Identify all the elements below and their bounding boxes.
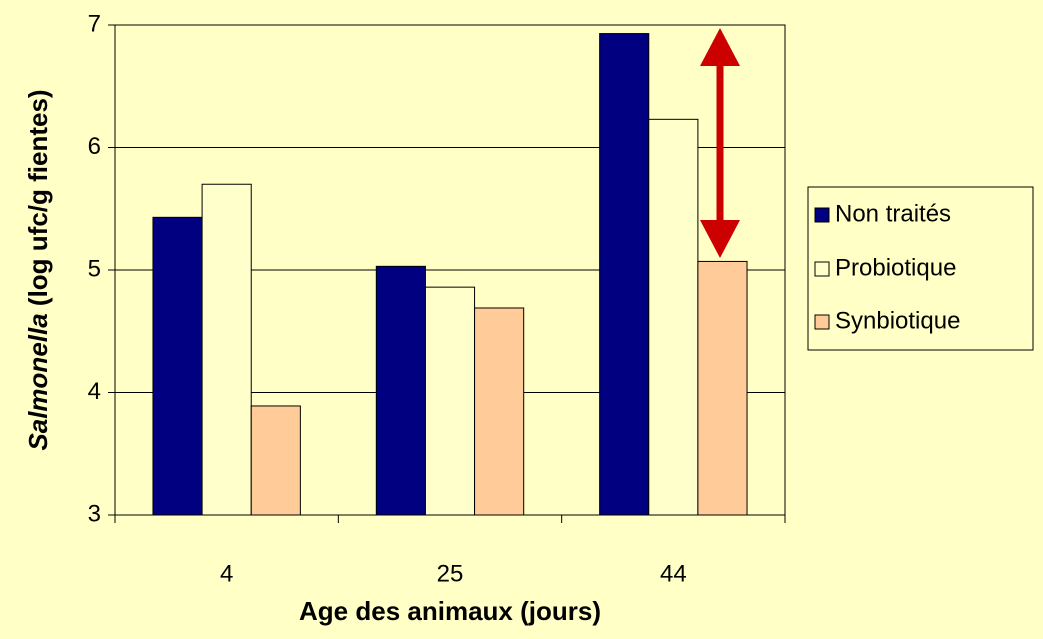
bar (375, 265, 426, 516)
x-tick-label: 44 (660, 560, 687, 587)
legend-box (807, 186, 1034, 351)
bar (648, 118, 699, 516)
bar (424, 286, 476, 516)
bar (250, 405, 301, 516)
y-axis-title-italic: Salmonella (23, 313, 53, 450)
y-tick-label: 4 (88, 378, 101, 405)
legend-label: Probiotique (835, 254, 956, 281)
x-tick-label: 25 (437, 560, 464, 587)
legend-label: Synbiotique (835, 307, 960, 334)
bar (201, 183, 252, 516)
x-tick-label: 4 (220, 560, 233, 587)
legend-swatch (814, 207, 830, 223)
y-tick-label: 6 (88, 133, 101, 160)
legend-swatch (814, 314, 830, 330)
legend-swatch (814, 261, 830, 277)
y-axis-title: Salmonella (log ufc/g fientes) (23, 89, 53, 450)
arrow-head (700, 220, 740, 258)
bar (697, 260, 748, 516)
y-tick-label: 3 (88, 500, 101, 527)
bar (599, 33, 650, 516)
legend-label: Non traités (835, 200, 951, 227)
plot-border (114, 24, 786, 516)
y-axis-title-rest: (log ufc/g fientes) (23, 89, 53, 306)
bar (152, 216, 203, 516)
bar (474, 307, 525, 516)
y-tick-label: 5 (88, 255, 101, 282)
x-axis-title: Age des animaux (jours) (299, 596, 601, 626)
arrow-head (700, 28, 740, 66)
y-tick-label: 7 (88, 10, 101, 37)
